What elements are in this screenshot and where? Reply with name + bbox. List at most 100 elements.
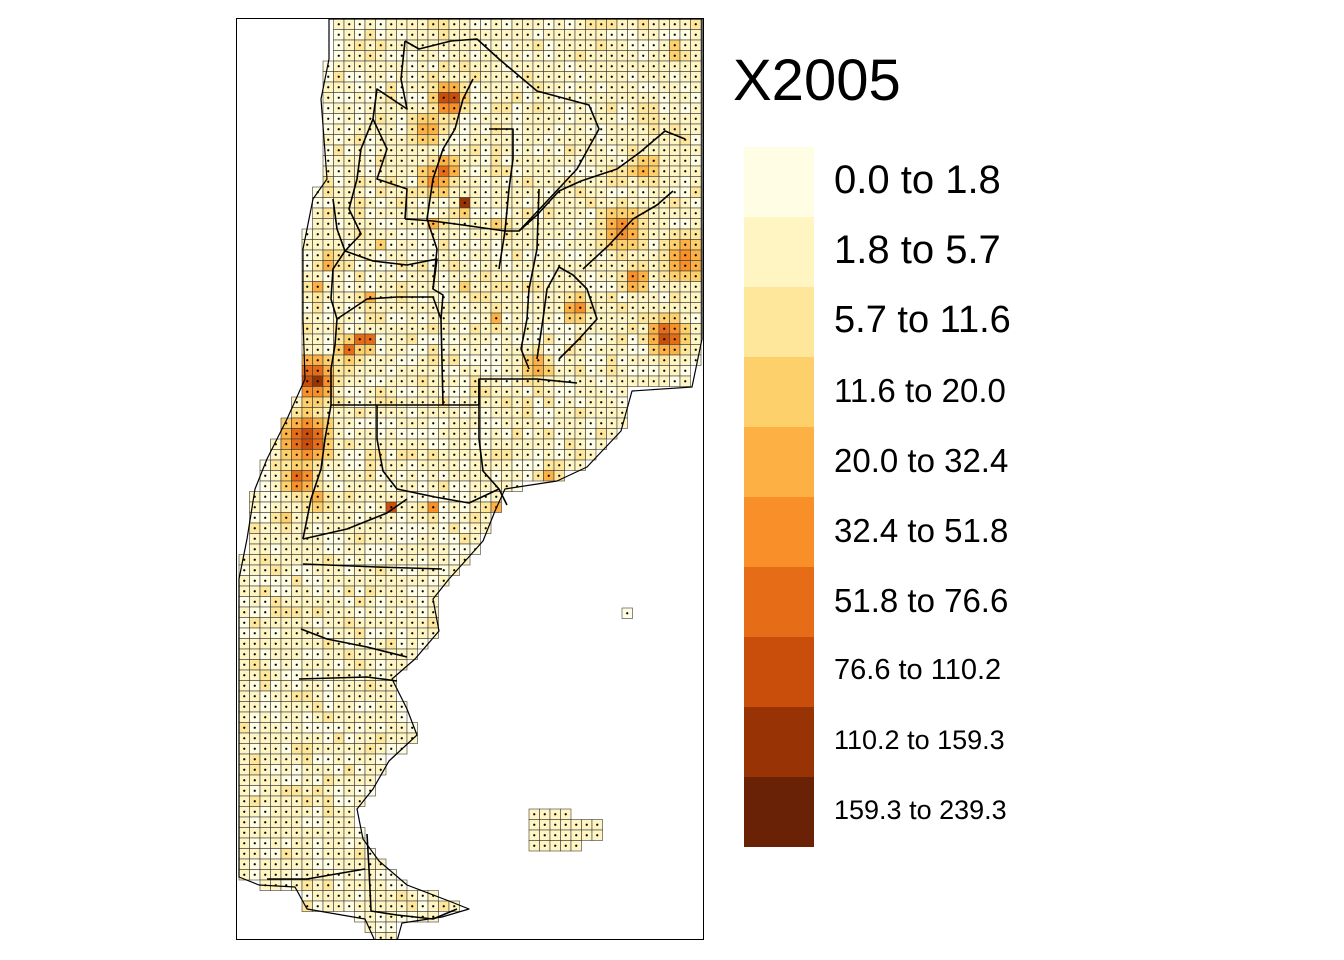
grid-point — [358, 894, 361, 897]
grid-point — [642, 170, 645, 173]
grid-point — [463, 443, 466, 446]
grid-point — [348, 600, 351, 603]
grid-point — [421, 569, 424, 572]
grid-point — [432, 380, 435, 383]
grid-point — [474, 348, 477, 351]
grid-point — [495, 359, 498, 362]
grid-point — [568, 254, 571, 257]
grid-point — [348, 159, 351, 162]
grid-point — [411, 285, 414, 288]
grid-point — [379, 33, 382, 36]
grid-point — [306, 527, 309, 530]
grid-point — [411, 485, 414, 488]
grid-point — [253, 747, 256, 750]
grid-point — [694, 180, 697, 183]
grid-point — [306, 390, 309, 393]
grid-point — [600, 390, 603, 393]
grid-point — [694, 86, 697, 89]
grid-point — [673, 233, 676, 236]
grid-point — [243, 758, 246, 761]
grid-point — [442, 65, 445, 68]
grid-point — [327, 464, 330, 467]
grid-point — [327, 758, 330, 761]
grid-point — [495, 422, 498, 425]
grid-point — [327, 831, 330, 834]
grid-point — [411, 390, 414, 393]
grid-point — [558, 453, 561, 456]
grid-point — [621, 411, 624, 414]
grid-point — [537, 170, 540, 173]
grid-point — [369, 380, 372, 383]
grid-point — [390, 212, 393, 215]
grid-point — [390, 579, 393, 582]
grid-point — [474, 380, 477, 383]
grid-point — [516, 296, 519, 299]
grid-point — [379, 600, 382, 603]
grid-points — [243, 23, 697, 939]
grid-point — [547, 54, 550, 57]
grid-point — [285, 726, 288, 729]
grid-point — [526, 170, 529, 173]
grid-point — [306, 716, 309, 719]
grid-point — [390, 537, 393, 540]
grid-point — [421, 464, 424, 467]
grid-point — [463, 23, 466, 26]
grid-point — [589, 264, 592, 267]
grid-point — [337, 306, 340, 309]
grid-point — [327, 390, 330, 393]
grid-point — [348, 821, 351, 824]
grid-point — [484, 212, 487, 215]
grid-point — [484, 117, 487, 120]
grid-point — [337, 632, 340, 635]
grid-point — [453, 516, 456, 519]
grid-point — [316, 369, 319, 372]
grid-point — [369, 306, 372, 309]
province-border — [267, 868, 366, 880]
grid-point — [379, 44, 382, 47]
grid-point — [358, 537, 361, 540]
grid-point — [505, 453, 508, 456]
grid-point — [495, 96, 498, 99]
grid-point — [600, 138, 603, 141]
grid-point — [285, 516, 288, 519]
grid-point — [694, 254, 697, 257]
grid-point — [400, 233, 403, 236]
grid-point — [474, 369, 477, 372]
grid-point — [390, 705, 393, 708]
grid-point — [369, 264, 372, 267]
grid-point — [337, 852, 340, 855]
grid-point — [400, 170, 403, 173]
grid-point — [264, 716, 267, 719]
grid-point — [442, 23, 445, 26]
grid-point — [274, 842, 277, 845]
grid-point — [600, 411, 603, 414]
grid-point — [673, 306, 676, 309]
grid-point — [442, 180, 445, 183]
grid-point — [295, 737, 298, 740]
grid-point — [564, 834, 567, 837]
grid-point — [432, 453, 435, 456]
grid-point — [547, 212, 550, 215]
grid-point — [526, 107, 529, 110]
grid-point — [358, 852, 361, 855]
grid-point — [295, 873, 298, 876]
grid-point — [316, 422, 319, 425]
legend-swatch — [744, 147, 814, 217]
grid-point — [589, 117, 592, 120]
grid-point — [453, 306, 456, 309]
grid-point — [568, 411, 571, 414]
grid-point — [663, 254, 666, 257]
grid-point — [358, 474, 361, 477]
grid-point — [400, 464, 403, 467]
grid-point — [327, 432, 330, 435]
grid-point — [610, 380, 613, 383]
grid-point — [411, 642, 414, 645]
grid-point — [610, 149, 613, 152]
grid-point — [526, 65, 529, 68]
grid-point — [253, 737, 256, 740]
grid-point — [411, 275, 414, 278]
grid-point — [432, 632, 435, 635]
grid-point — [358, 527, 361, 530]
grid-point — [442, 464, 445, 467]
grid-point — [505, 422, 508, 425]
